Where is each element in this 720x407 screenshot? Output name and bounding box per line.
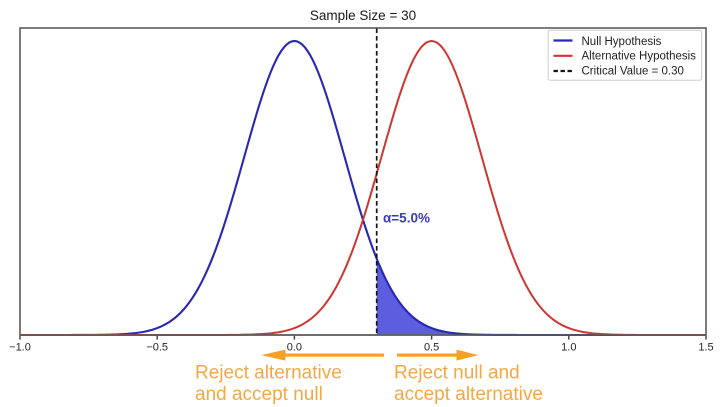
svg-text:1.5: 1.5 xyxy=(698,342,713,354)
svg-text:Sample Size = 30: Sample Size = 30 xyxy=(310,8,416,23)
svg-text:−0.5: −0.5 xyxy=(146,342,168,354)
svg-text:α=5.0%: α=5.0% xyxy=(383,211,430,226)
svg-text:Reject null and: Reject null and xyxy=(394,363,520,384)
svg-text:Critical Value = 0.30: Critical Value = 0.30 xyxy=(582,65,684,77)
svg-text:accept alternative: accept alternative xyxy=(394,384,543,405)
svg-text:1.0: 1.0 xyxy=(561,342,576,354)
svg-text:−1.0: −1.0 xyxy=(9,342,31,354)
svg-text:Alternative Hypothesis: Alternative Hypothesis xyxy=(582,50,697,62)
svg-text:Null Hypothesis: Null Hypothesis xyxy=(582,36,662,48)
svg-text:Reject alternative: Reject alternative xyxy=(195,363,342,384)
svg-text:0.0: 0.0 xyxy=(287,342,302,354)
svg-text:and accept null: and accept null xyxy=(195,384,323,405)
svg-text:0.5: 0.5 xyxy=(424,342,439,354)
